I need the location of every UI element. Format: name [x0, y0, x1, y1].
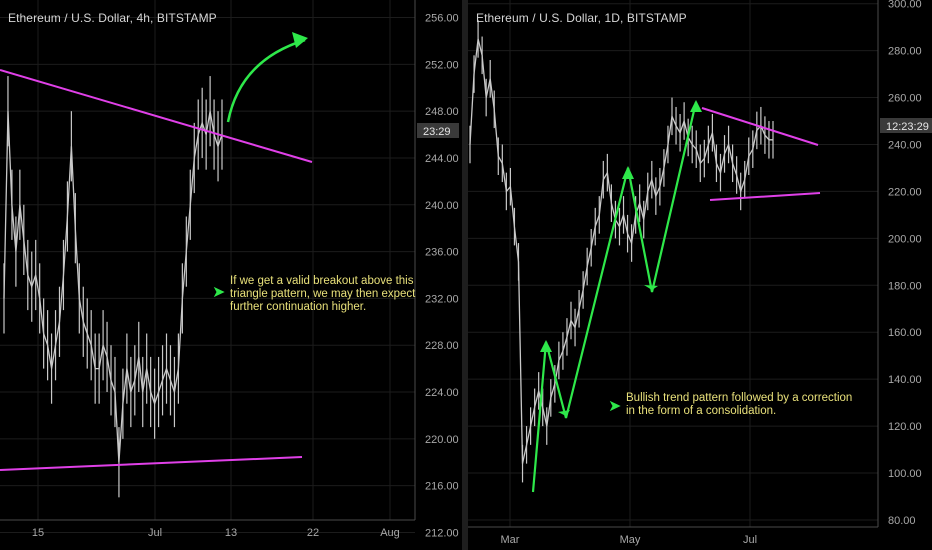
chart-1d-svg[interactable]: 300.00 280.00 260.00 240.00 220.00 200.00 180.…	[468, 0, 932, 550]
y-tick-label: 236.00	[425, 247, 459, 259]
annotation-line: If we get a valid breakout above this	[230, 275, 414, 287]
y-tick-label: 100.00	[888, 468, 922, 480]
y-tick-label: 240.00	[888, 139, 922, 151]
y-tick-label: 220.00	[425, 434, 459, 446]
trendline-upper	[701, 107, 819, 146]
price-tag: 23:29	[423, 126, 451, 138]
y-tick-label: 224.00	[425, 387, 459, 399]
annotation-line: further continuation higher.	[230, 301, 367, 313]
price-tag-bg	[880, 118, 932, 133]
y-tick-label: 240.00	[425, 200, 459, 212]
y-tick-label: 260.00	[888, 93, 922, 105]
x-tick-label: 13	[225, 527, 237, 539]
x-tick-label: Jul	[148, 527, 162, 539]
arrowhead	[540, 340, 552, 352]
chart-title: Ethereum / U.S. Dollar, 1D, BITSTAMP	[476, 11, 687, 25]
price-series	[469, 38, 773, 464]
x-tick-label: May	[620, 534, 641, 546]
arrowhead	[690, 100, 702, 112]
y-tick-label: 180.00	[888, 280, 922, 292]
y-tick-label: 280.00	[888, 46, 922, 58]
y-tick-label: 252.00	[425, 59, 459, 71]
y-tick-label: 220.00	[888, 186, 922, 198]
arrowhead	[558, 410, 570, 416]
price-tag-bg	[417, 123, 459, 138]
trendline-lower	[0, 456, 303, 471]
y-tick-label: 120.00	[888, 421, 922, 433]
y-tick-label: 232.00	[425, 293, 459, 305]
y-tick-label: 140.00	[888, 374, 922, 386]
x-tick-label: 15	[32, 527, 44, 539]
x-tick-label: Jul	[743, 534, 757, 546]
trendline-lower	[709, 192, 821, 201]
projection-arrow	[226, 38, 306, 123]
panel-divider[interactable]	[462, 0, 468, 550]
x-tick-label: Aug	[380, 527, 400, 539]
annotation-line: Bullish trend pattern followed by a corr…	[626, 392, 853, 404]
y-tick-label: 160.00	[888, 327, 922, 339]
y-tick-label: 80.00	[888, 515, 916, 527]
y-tick-label: 244.00	[425, 153, 459, 165]
price-tag: 12:23:29	[886, 121, 929, 133]
trendline-upper	[0, 69, 313, 163]
chart-4h-svg[interactable]: 256.00 252.00 248.00 244.00 240.00 236.00 232.…	[0, 0, 462, 550]
chart-panel-1d[interactable]: 300.00 280.00 260.00 240.00 220.00 200.00 180.…	[468, 0, 932, 550]
annotation-note: If we get a valid breakout above this tr…	[230, 275, 415, 314]
y-tick-label: 300.00	[888, 0, 922, 11]
arrowhead	[622, 166, 634, 179]
chart-title: Ethereum / U.S. Dollar, 4h, BITSTAMP	[8, 11, 217, 25]
annotation-line: triangle pattern, we may then expect	[230, 288, 416, 300]
chart-panel-4h[interactable]: 256.00 252.00 248.00 244.00 240.00 236.00 232.…	[0, 0, 462, 550]
arrow-right-icon: ➤	[212, 282, 226, 301]
price-series	[3, 111, 223, 463]
y-tick-label: 248.00	[425, 106, 459, 118]
x-tick-label: 22	[307, 527, 319, 539]
y-tick-label: 228.00	[425, 340, 459, 352]
arrow-right-icon: ➤	[608, 396, 622, 415]
y-tick-label: 256.00	[425, 13, 459, 25]
zigzag-trend	[531, 101, 698, 493]
y-tick-label: 200.00	[888, 233, 922, 245]
annotation-line: in the form of a consolidation.	[626, 405, 777, 417]
y-tick-label: 216.00	[425, 481, 459, 493]
arrowhead	[644, 285, 658, 290]
y-tick-label: 212.00	[425, 527, 459, 539]
arrowhead	[292, 32, 308, 48]
x-tick-label: Mar	[501, 534, 520, 546]
annotation-note: Bullish trend pattern followed by a corr…	[626, 392, 852, 418]
